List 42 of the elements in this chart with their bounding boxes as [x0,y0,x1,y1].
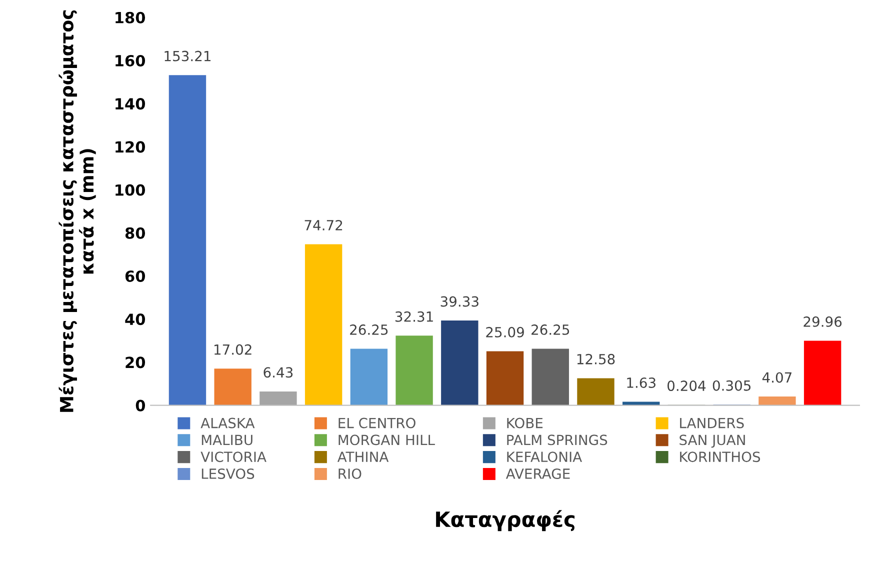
y-tick-label: 100 [116,184,146,196]
legend-label: VICTORIA [200,452,266,462]
legend-label: MORGAN HILL [338,434,435,446]
legend-label: PALM SPRINGS [507,434,608,446]
data-label: 17.02 [214,344,252,355]
data-label: 4.07 [762,372,792,383]
data-label: 6.43 [264,367,293,378]
legend-label: RIO [338,468,362,480]
legend-label: LANDERS [680,418,744,428]
x-axis-title: Καταγραφές [436,510,574,532]
legend-label: MALIBU [202,434,252,446]
data-label: 26.25 [350,324,388,335]
legend-label: EL CENTRO [338,418,416,428]
y-axis-title: Μέγιστες μετατοπίσεις καταστρώματος κατά x (mm) [58,10,96,412]
y-tick-label: 160 [116,54,146,66]
data-label: 0.305 [712,380,751,391]
data-label: 0.204 [668,380,706,392]
data-label: 26.25 [532,324,570,335]
data-label: 74.72 [304,220,342,230]
data-label: 1.63 [627,377,656,388]
data-label: 153.21 [164,50,210,62]
y-tick-label: 140 [116,98,146,110]
y-tick-label: 40 [125,314,146,326]
y-tick-label: 60 [125,270,146,282]
legend-label: KEFALONIA [507,452,582,462]
legend-label: ATHINA [337,452,389,462]
y-tick-label: 80 [125,227,146,239]
legend-label: KORINTHOS [680,452,760,462]
y-tick-label: 20 [126,356,146,368]
data-label: 39.33 [440,296,478,307]
data-label: 32.31 [395,311,433,322]
y-tick-label: 180 [116,12,146,24]
data-label: 12.58 [577,354,615,364]
legend-label: KOBE [507,418,543,428]
y-tick-label: 120 [116,141,146,153]
legend-label: LESVOS [202,468,254,480]
data-label: 25.09 [486,326,524,338]
legend-label: ALASKA [200,418,255,428]
legend-label: AVERAGE [506,468,570,480]
y-tick-label: 0 [136,400,146,412]
data-label: 29.96 [804,316,842,327]
legend-label: SAN JUAN [680,434,745,448]
